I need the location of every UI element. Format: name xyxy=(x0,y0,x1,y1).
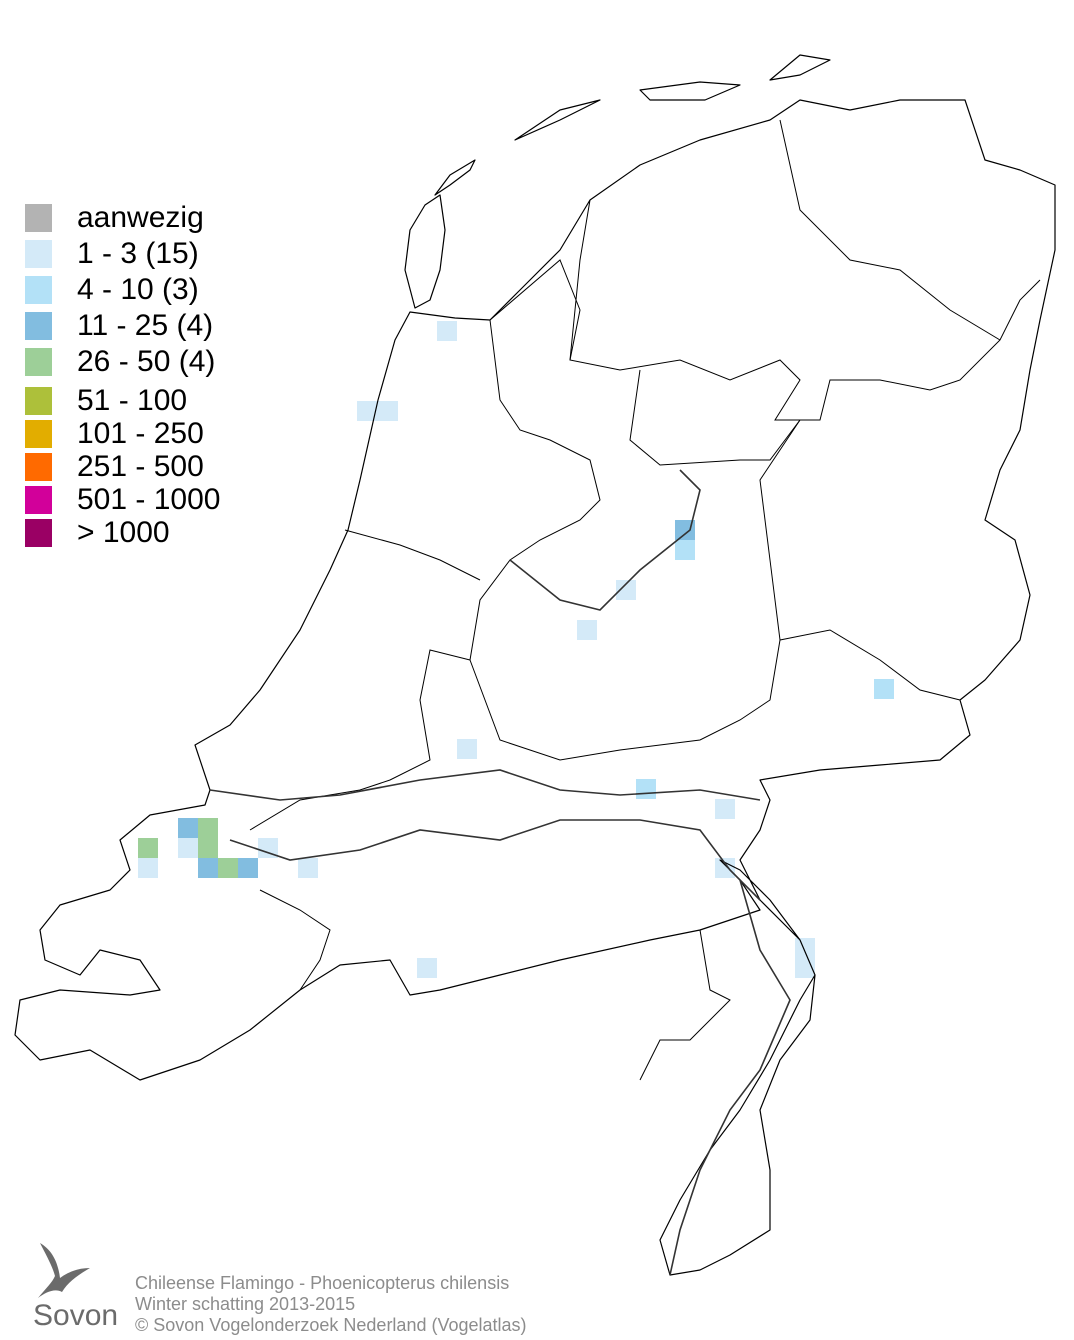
legend-label: > 1000 xyxy=(77,516,170,549)
cell xyxy=(437,321,457,341)
cell xyxy=(417,958,437,978)
legend-label: aanwezig xyxy=(77,201,204,234)
legend-swatch xyxy=(25,312,52,340)
map-outline xyxy=(14,54,1056,1276)
cell xyxy=(457,739,477,759)
footer-line: Chileense Flamingo - Phoenicopterus chil… xyxy=(135,1273,509,1293)
legend-label: 4 - 10 (3) xyxy=(77,273,199,306)
legend-label: 26 - 50 (4) xyxy=(77,345,215,378)
cell xyxy=(636,779,656,799)
legend-label: 1 - 3 (15) xyxy=(77,237,199,270)
cell xyxy=(874,679,894,699)
legend-swatch xyxy=(25,387,52,415)
legend-swatch xyxy=(25,519,52,547)
cell xyxy=(715,799,735,819)
cell xyxy=(198,818,218,858)
cell xyxy=(715,858,735,878)
legend-swatch xyxy=(25,453,52,481)
cell xyxy=(357,401,398,421)
legend-swatch xyxy=(25,420,52,448)
legend-label: 51 - 100 xyxy=(77,384,187,417)
footer-line: © Sovon Vogelonderzoek Nederland (Vogela… xyxy=(135,1315,527,1335)
legend-label: 501 - 1000 xyxy=(77,483,220,516)
logo: Sovon xyxy=(33,1243,118,1332)
cell xyxy=(178,818,198,838)
cell xyxy=(138,858,158,878)
cell xyxy=(795,938,815,978)
legend-swatch xyxy=(25,204,52,232)
legend-swatch xyxy=(25,348,52,376)
cell xyxy=(298,858,318,878)
cell xyxy=(138,838,158,858)
legend-label: 101 - 250 xyxy=(77,417,204,450)
logo-bird xyxy=(38,1243,90,1298)
footer-line: Winter schatting 2013-2015 xyxy=(135,1294,355,1314)
legend-swatch xyxy=(25,486,52,514)
cell xyxy=(675,520,695,540)
cell xyxy=(616,580,636,600)
legend-label: 251 - 500 xyxy=(77,450,204,483)
cell xyxy=(218,858,238,878)
logo-text: Sovon xyxy=(33,1299,118,1332)
cell xyxy=(198,858,218,878)
legend-label: 11 - 25 (4) xyxy=(77,309,213,342)
cell xyxy=(258,838,278,858)
legend-swatch xyxy=(25,240,52,268)
cell xyxy=(238,858,258,878)
map-cells xyxy=(138,321,894,978)
cell xyxy=(577,620,597,640)
legend-swatch xyxy=(25,276,52,304)
cell xyxy=(675,540,695,560)
cell xyxy=(178,838,198,858)
